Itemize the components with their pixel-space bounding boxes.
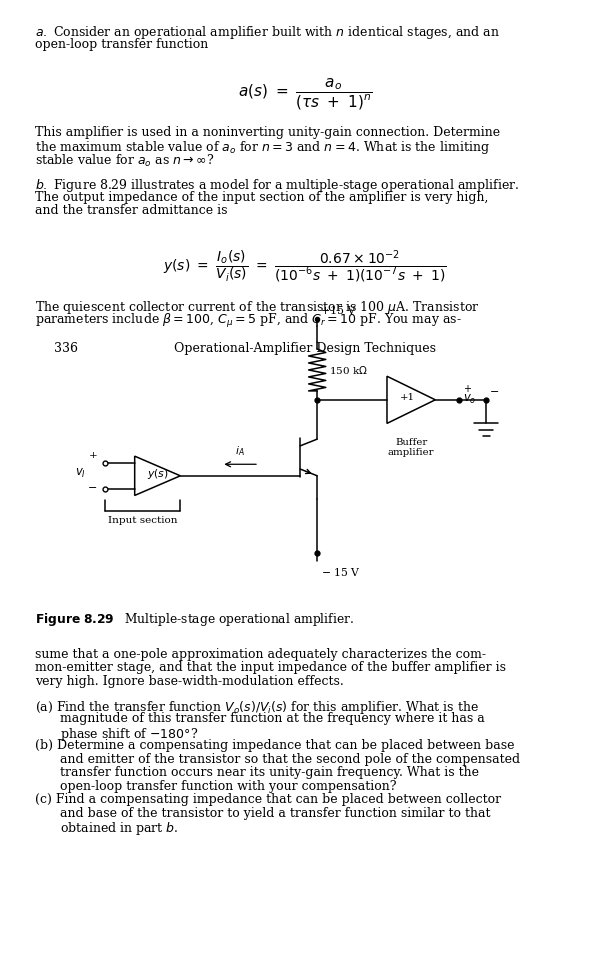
Text: (c) Find a compensating impedance that can be placed between collector: (c) Find a compensating impedance that c… (35, 793, 501, 806)
Text: 336: 336 (54, 342, 77, 355)
Text: the maximum stable value of $a_o$ for $n = 3$ and $n = 4$. What is the limiting: the maximum stable value of $a_o$ for $n… (35, 140, 490, 156)
Text: +1: +1 (400, 393, 415, 403)
Text: magnitude of this transfer function at the frequency where it has a: magnitude of this transfer function at t… (60, 712, 484, 726)
Text: The output impedance of the input section of the amplifier is very high,: The output impedance of the input sectio… (35, 191, 489, 203)
Text: $b.$ Figure 8.29 illustrates a model for a multiple-stage operational amplifier.: $b.$ Figure 8.29 illustrates a model for… (35, 177, 520, 194)
Text: $-$: $-$ (489, 385, 499, 396)
Text: transfer function occurs near its unity-gain frequency. What is the: transfer function occurs near its unity-… (60, 766, 479, 780)
Text: $v_o$: $v_o$ (463, 394, 476, 406)
Text: (b) Determine a compensating impedance that can be placed between base: (b) Determine a compensating impedance t… (35, 740, 515, 752)
Text: $-$: $-$ (87, 481, 97, 491)
Text: $y(s)\ =\ \dfrac{I_o(s)}{V_i(s)}\ =\ \dfrac{0.67 \times 10^{-2}}{(10^{-6}s\ +\ 1: $y(s)\ =\ \dfrac{I_o(s)}{V_i(s)}\ =\ \df… (163, 248, 447, 283)
Text: Buffer
amplifier: Buffer amplifier (388, 438, 434, 457)
Text: $-$ 15 V: $-$ 15 V (321, 566, 361, 578)
Text: open-loop transfer function with your compensation?: open-loop transfer function with your co… (60, 780, 396, 793)
Text: 150 k$\Omega$: 150 k$\Omega$ (329, 364, 368, 376)
Text: and base of the transistor to yield a transfer function similar to that: and base of the transistor to yield a tr… (60, 807, 490, 820)
Text: $a.$ Consider an operational amplifier built with $n$ identical stages, and an: $a.$ Consider an operational amplifier b… (35, 24, 500, 41)
Text: Operational-Amplifier Design Techniques: Operational-Amplifier Design Techniques (174, 342, 436, 355)
Text: $i_A$: $i_A$ (235, 445, 245, 458)
Text: +15 V: +15 V (321, 306, 356, 316)
Text: (a) Find the transfer function $V_o(s)/V_i(s)$ for this amplifier. What is the: (a) Find the transfer function $V_o(s)/V… (35, 699, 479, 716)
Text: phase shift of $-180°$?: phase shift of $-180°$? (60, 726, 198, 743)
Text: stable value for $a_o$ as $n \rightarrow \infty$?: stable value for $a_o$ as $n \rightarrow… (35, 152, 215, 169)
Text: $v_I$: $v_I$ (76, 467, 87, 481)
Text: and emitter of the transistor so that the second pole of the compensated: and emitter of the transistor so that th… (60, 753, 520, 766)
Text: $y(s)$: $y(s)$ (146, 467, 168, 481)
Text: and the transfer admittance is: and the transfer admittance is (35, 204, 228, 217)
Text: obtained in part $b$.: obtained in part $b$. (60, 821, 178, 837)
Text: sume that a one-pole approximation adequately characterizes the com-: sume that a one-pole approximation adequ… (35, 648, 486, 660)
Text: parameters include $\beta = 100$, $C_\mu = 5$ pF, and $C_r = 10$ pF. You may as-: parameters include $\beta = 100$, $C_\mu… (35, 313, 462, 330)
Text: The quiescent collector current of the transistor is 100 $\mu$A. Transistor: The quiescent collector current of the t… (35, 299, 480, 316)
Text: very high. Ignore base-width-modulation effects.: very high. Ignore base-width-modulation … (35, 675, 344, 688)
Text: open-loop transfer function: open-loop transfer function (35, 38, 209, 51)
Text: $a(s)\ =\ \dfrac{a_o}{(\tau s\ +\ 1)^n}$: $a(s)\ =\ \dfrac{a_o}{(\tau s\ +\ 1)^n}$ (238, 77, 372, 112)
Text: This amplifier is used in a noninverting unity-gain connection. Determine: This amplifier is used in a noninverting… (35, 126, 500, 139)
Text: $\mathbf{Figure\ 8.29}$   Multiple-stage operational amplifier.: $\mathbf{Figure\ 8.29}$ Multiple-stage o… (35, 611, 354, 627)
Text: Input section: Input section (108, 517, 178, 526)
Text: +: + (88, 451, 97, 460)
Text: mon-emitter stage, and that the input impedance of the buffer amplifier is: mon-emitter stage, and that the input im… (35, 661, 506, 674)
Text: $+$: $+$ (463, 383, 472, 394)
